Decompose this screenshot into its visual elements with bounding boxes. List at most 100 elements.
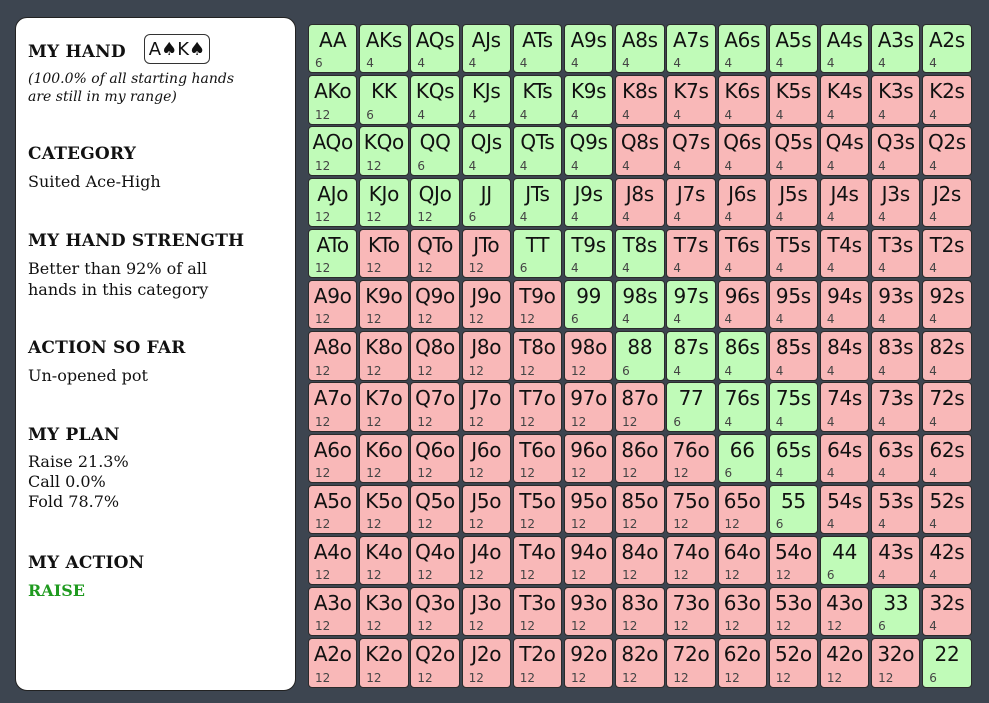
hand-cell[interactable]: K2o 12	[359, 638, 409, 688]
hand-cell[interactable]: AQo 12	[308, 126, 358, 176]
hand-cell[interactable]: T2s 4	[922, 228, 972, 279]
hand-cell[interactable]: K8o 12	[359, 331, 409, 381]
hand-cell[interactable]: A6s 4	[717, 24, 767, 74]
hand-cell[interactable]: 97s 4	[666, 279, 716, 330]
hand-cell[interactable]: A7s 4	[666, 24, 716, 74]
hand-cell[interactable]: 54o 12	[768, 535, 819, 586]
hand-cell[interactable]: KTs 4	[512, 75, 563, 125]
hand-cell[interactable]: 86o 12	[615, 433, 665, 483]
hand-cell[interactable]: Q2o 12	[410, 638, 460, 688]
hand-cell[interactable]: 62o 12	[717, 638, 767, 688]
hand-cell[interactable]: 84s 4	[819, 331, 870, 381]
hand-cell[interactable]: QTs 4	[512, 126, 563, 176]
hand-cell[interactable]: 43o 12	[819, 587, 870, 637]
hand-cell[interactable]: T7o 12	[512, 382, 563, 432]
hand-cell[interactable]: Q6o 12	[410, 433, 460, 483]
hand-cell[interactable]: 75s 4	[768, 382, 819, 432]
hand-cell[interactable]: K4o 12	[359, 535, 409, 586]
hand-cell[interactable]: J6s 4	[717, 177, 767, 227]
hand-cell[interactable]: J7o 12	[461, 382, 511, 432]
hand-cell[interactable]: A8s 4	[615, 24, 665, 74]
hand-cell[interactable]: 77 6	[666, 382, 716, 432]
hand-cell[interactable]: 55 6	[768, 484, 819, 535]
hand-cell[interactable]: 95s 4	[768, 279, 819, 330]
hand-cell[interactable]: 62s 4	[922, 433, 972, 483]
hand-cell[interactable]: AA 6	[308, 24, 358, 74]
hand-cell[interactable]: 92s 4	[922, 279, 972, 330]
hand-cell[interactable]: 64s 4	[819, 433, 870, 483]
hand-cell[interactable]: Q8s 4	[615, 126, 665, 176]
hand-cell[interactable]: 64o 12	[717, 535, 767, 586]
hand-cell[interactable]: 32s 4	[922, 587, 972, 637]
hand-cell[interactable]: 98o 12	[563, 331, 614, 381]
hand-cell[interactable]: Q9o 12	[410, 279, 460, 330]
hand-cell[interactable]: 92o 12	[563, 638, 614, 688]
hand-cell[interactable]: Q6s 4	[717, 126, 767, 176]
hand-cell[interactable]: AJs 4	[461, 24, 511, 74]
hand-cell[interactable]: 96o 12	[563, 433, 614, 483]
hand-cell[interactable]: QJs 4	[461, 126, 511, 176]
hand-cell[interactable]: Q2s 4	[922, 126, 972, 176]
hand-cell[interactable]: 33 6	[871, 587, 921, 637]
hand-cell[interactable]: 97o 12	[563, 382, 614, 432]
hand-cell[interactable]: Q7s 4	[666, 126, 716, 176]
hand-cell[interactable]: A2o 12	[308, 638, 358, 688]
hand-cell[interactable]: K7s 4	[666, 75, 716, 125]
hand-cell[interactable]: KQo 12	[359, 126, 409, 176]
hand-cell[interactable]: JJ 6	[461, 177, 511, 227]
hand-cell[interactable]: 72o 12	[666, 638, 716, 688]
hand-cell[interactable]: K8s 4	[615, 75, 665, 125]
hand-cell[interactable]: A7o 12	[308, 382, 358, 432]
hand-cell[interactable]: AKo 12	[308, 75, 358, 125]
hand-cell[interactable]: K6o 12	[359, 433, 409, 483]
hand-cell[interactable]: AQs 4	[410, 24, 460, 74]
hand-cell[interactable]: 66 6	[717, 433, 767, 483]
hand-cell[interactable]: K4s 4	[819, 75, 870, 125]
hand-cell[interactable]: Q8o 12	[410, 331, 460, 381]
hand-cell[interactable]: T3o 12	[512, 587, 563, 637]
hand-cell[interactable]: T9s 4	[563, 228, 614, 279]
hand-cell[interactable]: K9o 12	[359, 279, 409, 330]
hand-cell[interactable]: AJo 12	[308, 177, 358, 227]
hand-cell[interactable]: J3o 12	[461, 587, 511, 637]
hand-cell[interactable]: QQ 6	[410, 126, 460, 176]
hand-cell[interactable]: J8s 4	[615, 177, 665, 227]
hand-cell[interactable]: KJo 12	[359, 177, 409, 227]
hand-cell[interactable]: 76o 12	[666, 433, 716, 483]
hand-cell[interactable]: K3o 12	[359, 587, 409, 637]
hand-cell[interactable]: KQs 4	[410, 75, 460, 125]
hand-cell[interactable]: J2s 4	[922, 177, 972, 227]
hand-cell[interactable]: Q7o 12	[410, 382, 460, 432]
hand-cell[interactable]: Q3o 12	[410, 587, 460, 637]
hand-cell[interactable]: 85o 12	[615, 484, 665, 535]
hand-cell[interactable]: 96s 4	[717, 279, 767, 330]
hand-cell[interactable]: T7s 4	[666, 228, 716, 279]
hand-cell[interactable]: 63o 12	[717, 587, 767, 637]
hand-cell[interactable]: T8o 12	[512, 331, 563, 381]
hand-cell[interactable]: 87o 12	[615, 382, 665, 432]
hand-cell[interactable]: Q5o 12	[410, 484, 460, 535]
hand-cell[interactable]: 65s 4	[768, 433, 819, 483]
hand-cell[interactable]: Q4o 12	[410, 535, 460, 586]
hand-cell[interactable]: 88 6	[615, 331, 665, 381]
hand-cell[interactable]: J6o 12	[461, 433, 511, 483]
hand-cell[interactable]: 82s 4	[922, 331, 972, 381]
hand-cell[interactable]: 86s 4	[717, 331, 767, 381]
hand-cell[interactable]: 53o 12	[768, 587, 819, 637]
hand-cell[interactable]: 84o 12	[615, 535, 665, 586]
hand-cell[interactable]: 32o 12	[871, 638, 921, 688]
hand-cell[interactable]: 63s 4	[871, 433, 921, 483]
hand-cell[interactable]: 54s 4	[819, 484, 870, 535]
hand-cell[interactable]: 76s 4	[717, 382, 767, 432]
hand-cell[interactable]: K3s 4	[871, 75, 921, 125]
hand-cell[interactable]: TT 6	[512, 228, 563, 279]
hand-cell[interactable]: 94s 4	[819, 279, 870, 330]
hand-cell[interactable]: J4s 4	[819, 177, 870, 227]
hand-cell[interactable]: K6s 4	[717, 75, 767, 125]
hand-cell[interactable]: T3s 4	[871, 228, 921, 279]
hand-cell[interactable]: 75o 12	[666, 484, 716, 535]
hand-cell[interactable]: T5s 4	[768, 228, 819, 279]
hand-cell[interactable]: T6s 4	[717, 228, 767, 279]
hand-cell[interactable]: K5o 12	[359, 484, 409, 535]
hand-cell[interactable]: T8s 4	[615, 228, 665, 279]
